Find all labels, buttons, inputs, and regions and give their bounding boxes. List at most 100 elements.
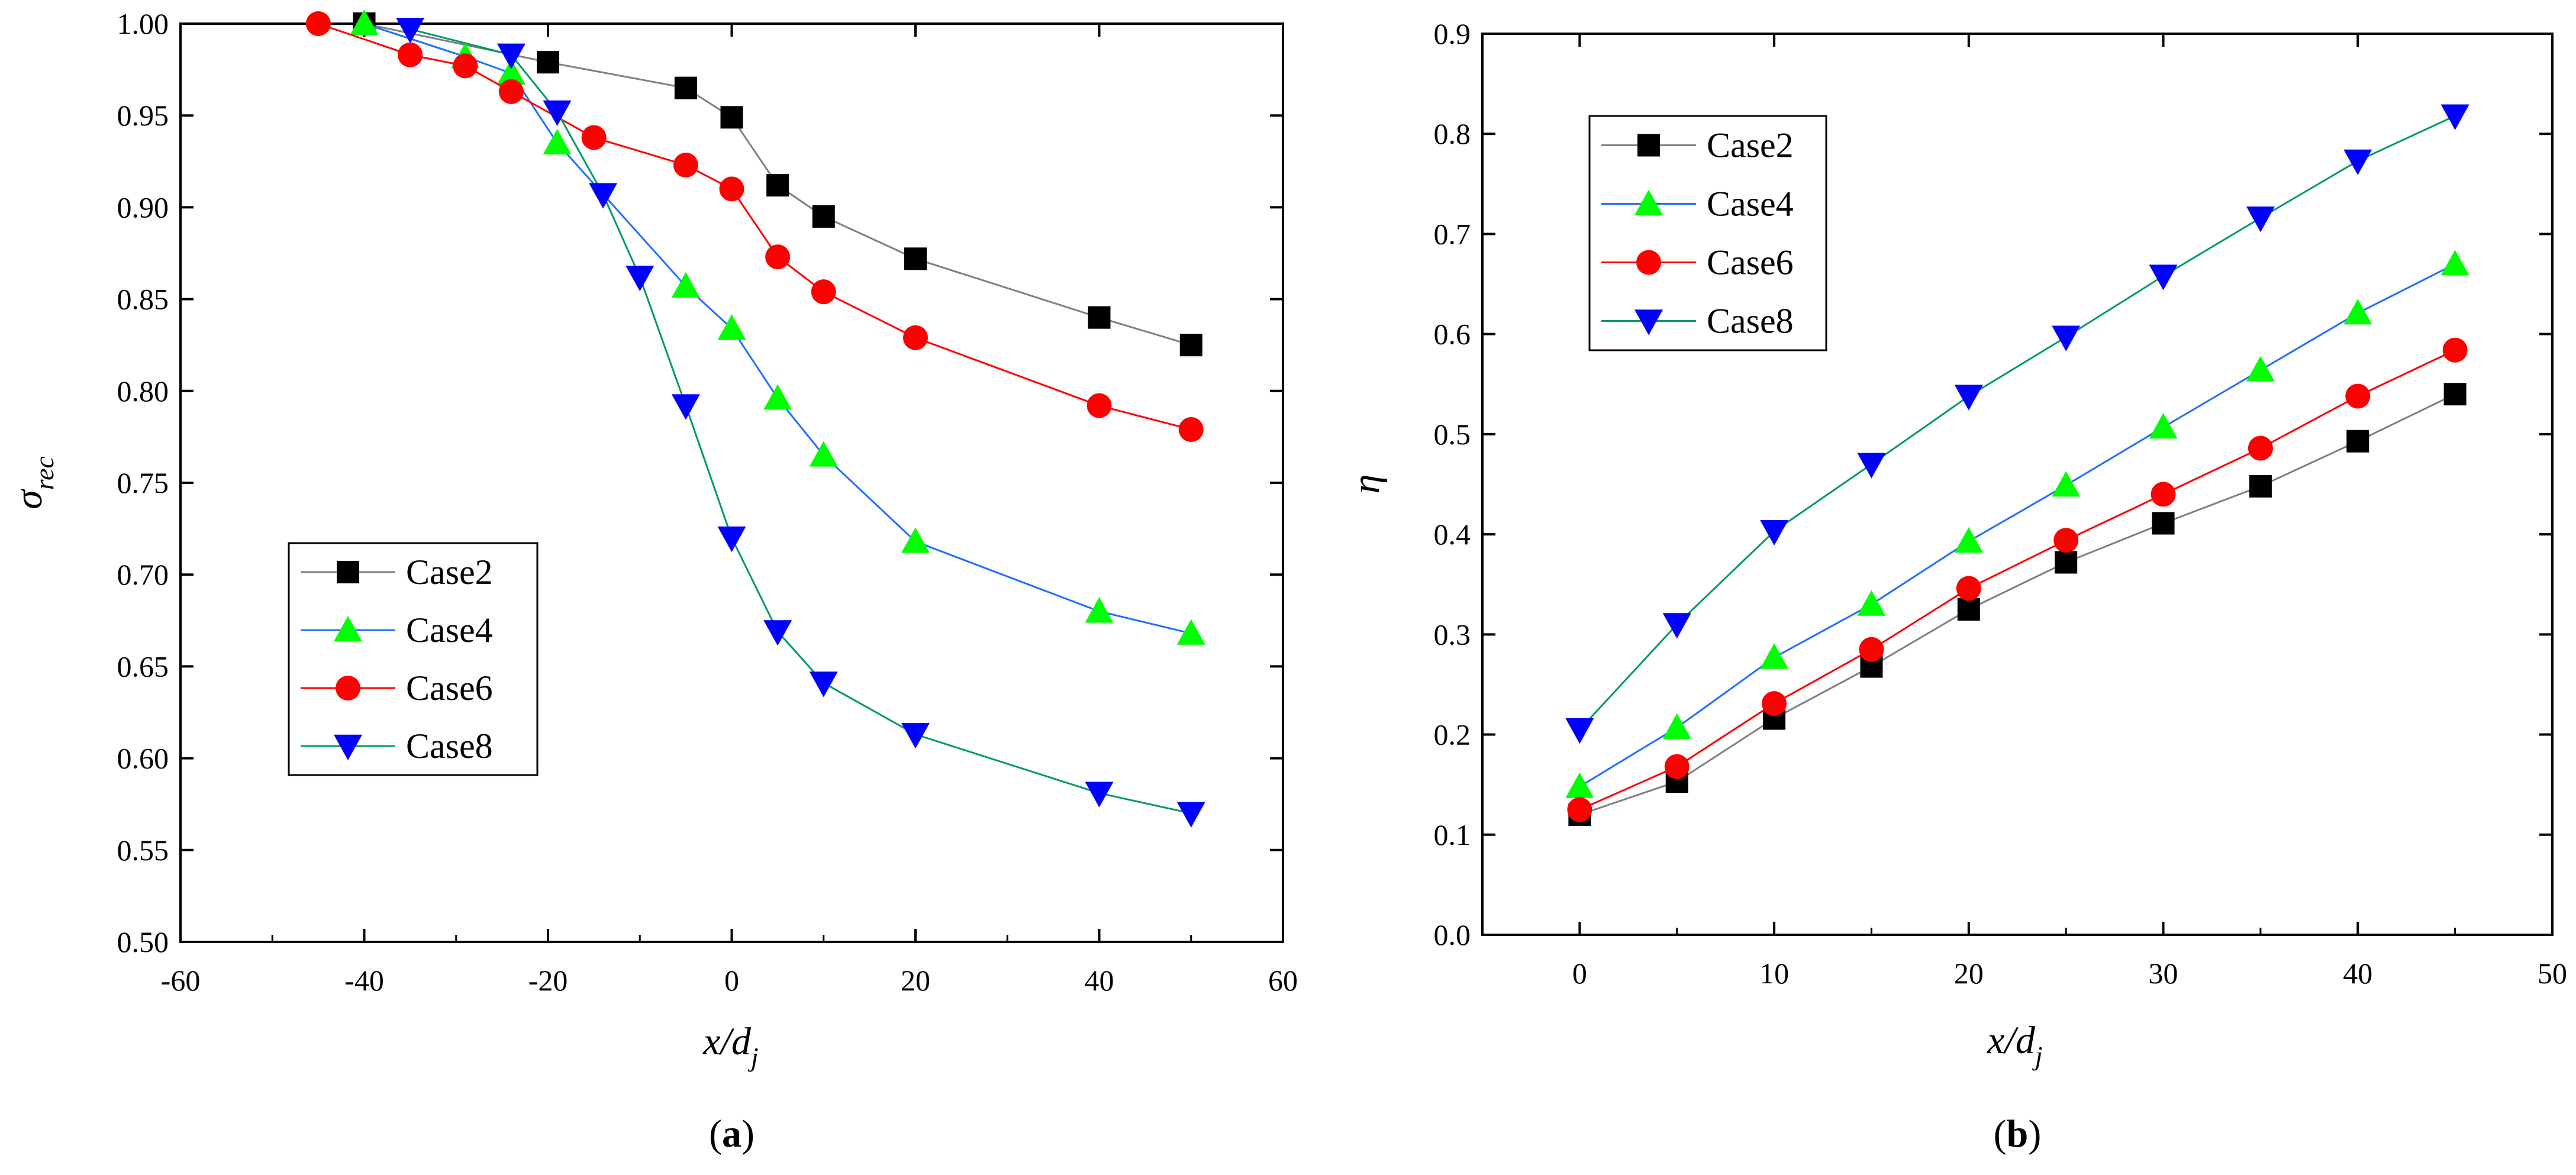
series-case2	[353, 12, 1202, 357]
data-point	[811, 279, 836, 305]
data-point	[396, 18, 425, 44]
data-point	[1085, 782, 1114, 808]
data-point	[2249, 474, 2272, 498]
y-tick-label: 0.65	[117, 650, 169, 683]
data-point	[809, 441, 838, 467]
x-tick-label: 10	[1759, 957, 1789, 990]
x-tick-label: 20	[1954, 957, 1984, 990]
data-point	[2443, 383, 2467, 406]
panel-letter: a	[722, 1112, 741, 1155]
plot-frame	[179, 22, 1284, 943]
x-tick-label: -20	[528, 964, 568, 997]
data-point	[2442, 337, 2468, 363]
data-point	[2440, 250, 2469, 276]
y-axis-label-sub: rec	[29, 456, 59, 490]
legend-label: Case8	[1707, 302, 1794, 341]
legend-label: Case2	[1707, 126, 1794, 165]
y-tick-label: 0.70	[117, 558, 169, 591]
y-tick-label: 0.2	[1434, 718, 1471, 751]
data-point	[498, 79, 524, 104]
y-tick-label: 1.00	[117, 7, 169, 40]
series-line	[318, 22, 1192, 431]
x-tick-label: 30	[2149, 957, 2178, 990]
data-point	[2343, 299, 2372, 325]
x-axis-label-main: x/d	[702, 1020, 752, 1063]
data-point	[543, 100, 572, 126]
data-point	[720, 106, 743, 129]
panel-letter: b	[2007, 1112, 2029, 1155]
series-line	[1579, 349, 2456, 811]
y-tick-label: 0.0	[1434, 918, 1471, 951]
x-tick-label: -60	[161, 964, 201, 997]
legend-marker	[1637, 134, 1660, 157]
legend-box	[288, 542, 539, 776]
data-point	[671, 394, 700, 420]
y-tick-label: 0.50	[117, 925, 169, 958]
data-point	[2346, 430, 2369, 453]
data-point	[1565, 718, 1594, 744]
series-case8	[1565, 104, 2469, 744]
y-tick-label: 0.90	[117, 191, 169, 224]
data-point	[2052, 471, 2081, 497]
data-point	[674, 76, 697, 99]
data-point	[1664, 754, 1690, 779]
data-point	[2246, 356, 2275, 382]
series-line	[364, 22, 1192, 634]
y-tick-label: 0.85	[117, 283, 169, 316]
chart-panel-b: 0 10 20 30 40 50 0.0 0.1 0.2 0.3 0.4 0.5 0.6 0.7 0.8 0.…	[1345, 17, 2567, 1155]
x-axis-label-sub: j	[748, 1042, 759, 1072]
y-tick-label: 0.75	[117, 466, 169, 499]
data-point	[1179, 334, 1202, 357]
data-point	[1762, 691, 1787, 716]
series-line	[1579, 263, 2456, 787]
series-line	[1579, 115, 2456, 731]
chart-panel-a: -60 -40 -20 0 20 40 60 0.50 0.55 0.60 0.65 0.70 0.75…	[7, 7, 1298, 1155]
x-tick-label: 20	[901, 964, 930, 997]
data-point	[904, 247, 927, 270]
series-case8	[396, 18, 1205, 828]
data-point	[763, 384, 792, 410]
data-point	[2152, 512, 2175, 535]
data-point	[719, 176, 744, 202]
y-tick-label: 0.9	[1434, 17, 1471, 50]
data-point	[589, 183, 618, 209]
x-axis-label: x/dj	[702, 1020, 758, 1072]
x-tick-label: 0	[724, 964, 739, 997]
data-point	[1176, 619, 1205, 645]
data-point	[453, 53, 478, 79]
legend-label: Case6	[1707, 243, 1794, 282]
data-point	[626, 266, 655, 292]
legend-box	[1588, 115, 1827, 351]
data-point	[496, 59, 525, 85]
legend: Case2 Case4 Case6 Case8	[1588, 115, 1827, 351]
y-axis-label-main: η	[1345, 474, 1388, 494]
data-point	[1859, 637, 1884, 662]
data-point	[2246, 206, 2275, 233]
x-axis-label: x/dj	[1987, 1019, 2042, 1071]
series-case4	[1565, 250, 2469, 798]
y-tick-label: 0.6	[1434, 318, 1471, 351]
series-case4	[350, 9, 1205, 645]
y-tick-label: 0.5	[1434, 418, 1471, 451]
data-point	[901, 527, 930, 553]
data-point	[2052, 325, 2081, 351]
legend-marker	[337, 561, 359, 583]
data-point	[2151, 482, 2176, 507]
data-point	[1565, 772, 1594, 798]
x-tick-label: 50	[2538, 957, 2567, 990]
data-point	[1957, 598, 1980, 621]
data-point	[1662, 613, 1691, 639]
legend-marker	[334, 616, 362, 642]
data-point	[2343, 149, 2372, 175]
data-point	[717, 314, 746, 340]
data-point	[1956, 576, 1981, 601]
data-point	[763, 620, 792, 646]
data-point	[2055, 551, 2078, 574]
data-point	[809, 672, 838, 698]
data-point	[398, 42, 423, 67]
data-point	[2440, 104, 2469, 130]
legend-marker	[1636, 250, 1661, 275]
y-tick-label: 0.55	[117, 834, 169, 867]
data-point	[2248, 435, 2273, 461]
data-point	[581, 125, 607, 150]
